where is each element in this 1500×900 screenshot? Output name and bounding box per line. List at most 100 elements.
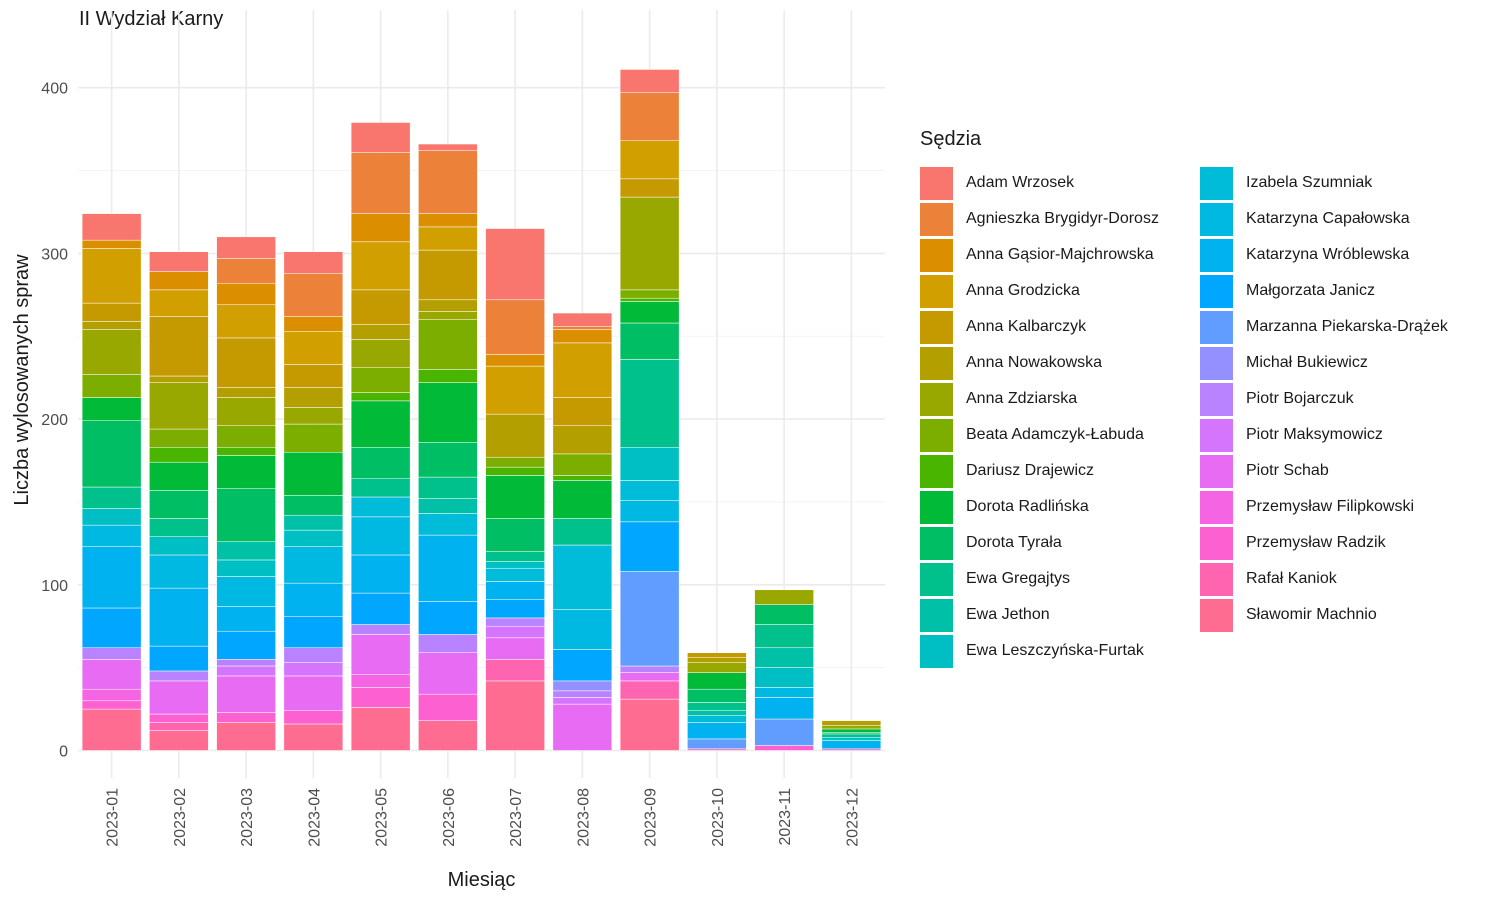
bar-segment [619,521,680,572]
bar-segment [485,637,545,660]
legend-label: Ewa Jethon [966,606,1050,623]
legend-swatch [920,202,953,236]
legend-label: Beata Adamczyk-Łabuda [966,426,1144,443]
bar-segment [350,152,411,214]
y-axis-title: Liczba wylosowanych spraw [11,254,33,506]
bar-segment [418,513,478,536]
bar-segment [418,311,478,320]
bar-segment [149,316,209,377]
bar-segment [687,722,747,740]
legend-label: Ewa Gregajtys [966,570,1071,587]
bar-segment [552,312,613,327]
bar-segment [283,364,344,388]
bar-segment [552,397,613,426]
bar-segment [552,690,613,698]
legend-label: Dorota Tyrała [966,534,1062,551]
bar-segment [552,680,613,692]
bar-segment [149,382,209,430]
legend-item: Adam Wrzosek [920,165,1200,201]
x-tick-label: 2023-01 [105,788,122,847]
bar-segment [418,382,478,443]
x-tick-label: 2023-03 [239,788,256,847]
bar-segment [216,665,276,677]
bar-segment [81,647,142,660]
bar-segment [821,733,882,738]
bar-segment [81,248,142,304]
bar-segment [81,329,142,375]
bar-segment [81,321,142,330]
legend-swatch [1200,598,1233,632]
legend-label: Ewa Leszczyńska-Furtak [966,642,1144,659]
legend-swatch [1200,562,1233,596]
bar-segment [283,529,344,547]
bar-segment [418,249,478,301]
bar-segment [81,213,142,241]
legend-swatch [920,238,953,272]
bar-segment [81,420,142,488]
bar-segment [216,488,276,542]
bar-segment [216,425,276,448]
bar-segment [687,702,747,711]
bar-segment [149,518,209,537]
bar-segment [485,617,545,627]
x-tick-label: 2023-05 [374,788,391,847]
legend-label: Adam Wrzosek [966,174,1075,191]
bar-segment [619,672,680,682]
bar-segment [283,423,344,453]
bar-segment [149,251,209,272]
legend-item: Piotr Maksymowicz [1200,417,1480,453]
bar-segment [350,592,411,625]
bar-segment [350,707,411,751]
bar-segment [216,337,276,388]
legend-item: Michał Bukiewicz [1200,345,1480,381]
legend-item: Małgorzata Janicz [1200,273,1480,309]
bar-segment [754,604,814,625]
bar-segment [687,710,747,716]
legend-label: Anna Grodzicka [966,282,1080,299]
bar-segment [619,571,680,667]
bar-segment [754,647,814,668]
bar-segment [552,453,613,476]
bar-segment [485,413,545,458]
bar-segment [149,536,209,556]
legend-swatch [920,418,953,452]
legend-label: Sławomir Machnio [1246,606,1377,623]
legend-item: Piotr Schab [1200,453,1480,489]
legend-swatch [1200,454,1233,488]
bar-segment [821,740,882,750]
bar-segment [687,672,747,690]
bar-segment [418,143,478,151]
y-tick-label: 100 [41,578,68,595]
legend-swatch [1200,526,1233,560]
bar-segment [81,508,142,526]
bar-segment [485,475,545,519]
bar-segment [216,447,276,456]
bar-segment [552,703,613,751]
bar-segment [350,392,411,402]
bar-segment [485,659,545,682]
bar-segment [418,213,478,228]
bar-segment [81,659,142,690]
bar-segment [216,576,276,607]
bar-segment [485,228,545,301]
bar-segment [81,374,142,398]
bar-segment [149,587,209,647]
bar-segment [350,400,411,448]
x-tick-label: 2023-02 [172,788,189,847]
legend-item: Ewa Leszczyńska-Furtak [920,633,1200,669]
chart-title: II Wydział Karny [79,8,224,30]
bar-segment [149,375,209,383]
bar-segment [552,649,613,682]
bar-segment [418,720,478,751]
bar-segment [619,480,680,501]
bar-segment [485,561,545,569]
legend-item: Dariusz Drajewicz [920,453,1200,489]
bar-segment [552,425,613,455]
bar-segment [149,670,209,682]
bar-segment [81,239,142,249]
bar-segment [216,559,276,577]
bar-segment [350,478,411,498]
bar-segment [552,342,613,398]
bar-segment [216,304,276,339]
bar-segment [81,546,142,609]
